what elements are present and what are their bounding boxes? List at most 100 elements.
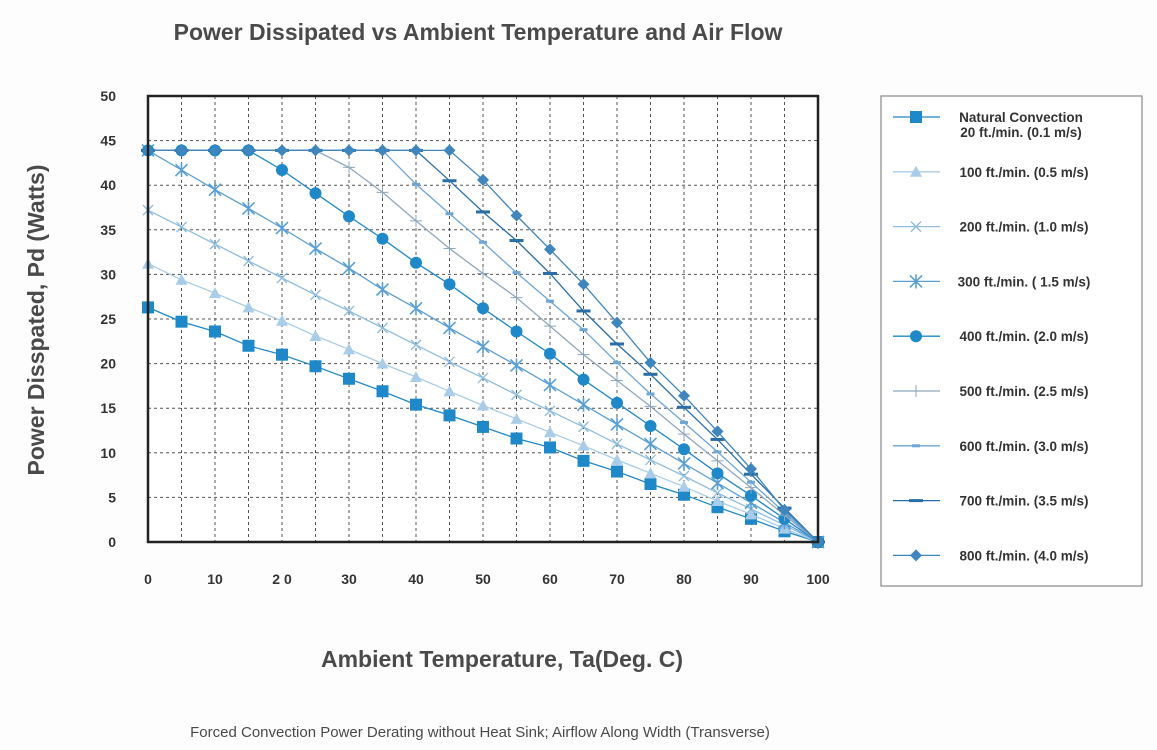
data-point — [343, 372, 355, 385]
legend-label: Natural Convection — [959, 110, 1083, 125]
data-point — [745, 462, 757, 475]
marker-shape — [276, 348, 288, 361]
data-point — [242, 301, 255, 313]
y-tick-label: 10 — [100, 445, 116, 461]
marker-shape — [310, 289, 321, 301]
marker-shape — [175, 315, 188, 328]
data-point — [711, 494, 724, 506]
data-point — [443, 385, 456, 397]
data-point — [209, 238, 221, 250]
data-point — [477, 420, 489, 433]
data-point — [443, 144, 456, 157]
marker-shape — [343, 343, 355, 355]
data-point — [343, 305, 355, 317]
marker-shape — [242, 339, 255, 352]
marker-shape — [175, 273, 188, 285]
marker-shape — [443, 144, 456, 157]
marker-shape — [544, 405, 556, 417]
marker-shape — [579, 328, 588, 332]
legend-label: 300 ft./min. ( 1.5 m/s) — [958, 274, 1091, 289]
data-point — [175, 273, 188, 285]
marker-shape — [410, 339, 422, 351]
x-tick-label: 100 — [806, 571, 830, 587]
data-point — [241, 201, 256, 216]
x-tick-label: 50 — [475, 571, 491, 587]
data-point — [611, 316, 623, 329]
data-point — [576, 397, 591, 412]
y-tick-label: 15 — [100, 400, 116, 416]
marker-shape — [613, 361, 621, 365]
y-tick-label: 30 — [100, 266, 116, 282]
marker-shape — [243, 255, 254, 267]
data-point — [680, 420, 688, 424]
marker-shape — [443, 409, 456, 422]
marker-shape — [309, 360, 322, 373]
marker-shape — [410, 214, 422, 227]
marker-shape — [544, 243, 556, 256]
data-point — [276, 144, 288, 157]
marker-shape — [544, 347, 556, 360]
marker-shape — [910, 330, 922, 343]
legend-marker — [910, 549, 922, 562]
data-point — [308, 241, 323, 256]
marker-shape — [544, 320, 556, 333]
x-tick-label: 80 — [676, 571, 692, 587]
data-point — [509, 239, 524, 243]
data-point — [509, 358, 524, 373]
marker-shape — [376, 186, 389, 199]
data-point — [645, 454, 656, 466]
marker-shape — [477, 173, 489, 186]
data-point — [577, 439, 590, 451]
series-group — [142, 144, 824, 548]
data-point — [544, 347, 556, 360]
data-point — [209, 144, 221, 157]
marker-shape — [644, 356, 657, 369]
data-point — [544, 320, 556, 333]
data-point — [610, 342, 624, 346]
data-point — [646, 392, 655, 396]
marker-shape — [242, 301, 255, 313]
data-point — [444, 356, 455, 368]
data-point — [544, 243, 556, 256]
marker-shape — [713, 450, 722, 454]
legend-marker — [912, 444, 920, 448]
data-point — [477, 267, 489, 280]
marker-shape — [309, 187, 322, 200]
legend-entry: 600 ft./min. (3.0 m/s) — [893, 439, 1089, 454]
data-point — [677, 456, 691, 471]
data-point — [611, 396, 623, 409]
data-point — [611, 465, 623, 478]
data-point — [410, 144, 422, 157]
marker-shape — [611, 453, 623, 465]
data-point — [644, 467, 657, 479]
marker-shape — [678, 480, 690, 492]
chart-title: Power Dissipated vs Ambient Temperature … — [174, 19, 783, 45]
legend-entry: 500 ft./min. (2.5 m/s) — [893, 384, 1089, 399]
x-tick-label: 40 — [408, 571, 424, 587]
marker-shape — [910, 385, 922, 397]
legend-label: 100 ft./min. (0.5 m/s) — [959, 165, 1088, 180]
y-tick-label: 35 — [100, 222, 116, 238]
legend-marker — [910, 111, 922, 123]
legend-entry: 300 ft./min. ( 1.5 m/s) — [893, 274, 1090, 289]
data-point — [477, 173, 489, 186]
marker-shape — [511, 389, 522, 401]
data-point — [342, 261, 356, 276]
marker-shape — [209, 238, 221, 250]
marker-shape — [677, 456, 691, 471]
legend-entry: 400 ft./min. (2.0 m/s) — [893, 329, 1089, 344]
marker-shape — [209, 144, 221, 157]
marker-shape — [510, 325, 523, 338]
marker-shape — [611, 465, 623, 478]
data-point — [376, 357, 389, 369]
legend-label: 500 ft./min. (2.5 m/s) — [959, 384, 1088, 399]
data-point — [276, 314, 288, 326]
data-point — [243, 255, 254, 267]
legend-entry: 200 ft./min. (1.0 m/s) — [893, 220, 1089, 235]
marker-shape — [677, 405, 691, 409]
data-point — [544, 426, 556, 438]
marker-shape — [477, 420, 489, 433]
data-point — [376, 232, 389, 245]
data-point — [343, 343, 355, 355]
data-point — [410, 256, 422, 269]
